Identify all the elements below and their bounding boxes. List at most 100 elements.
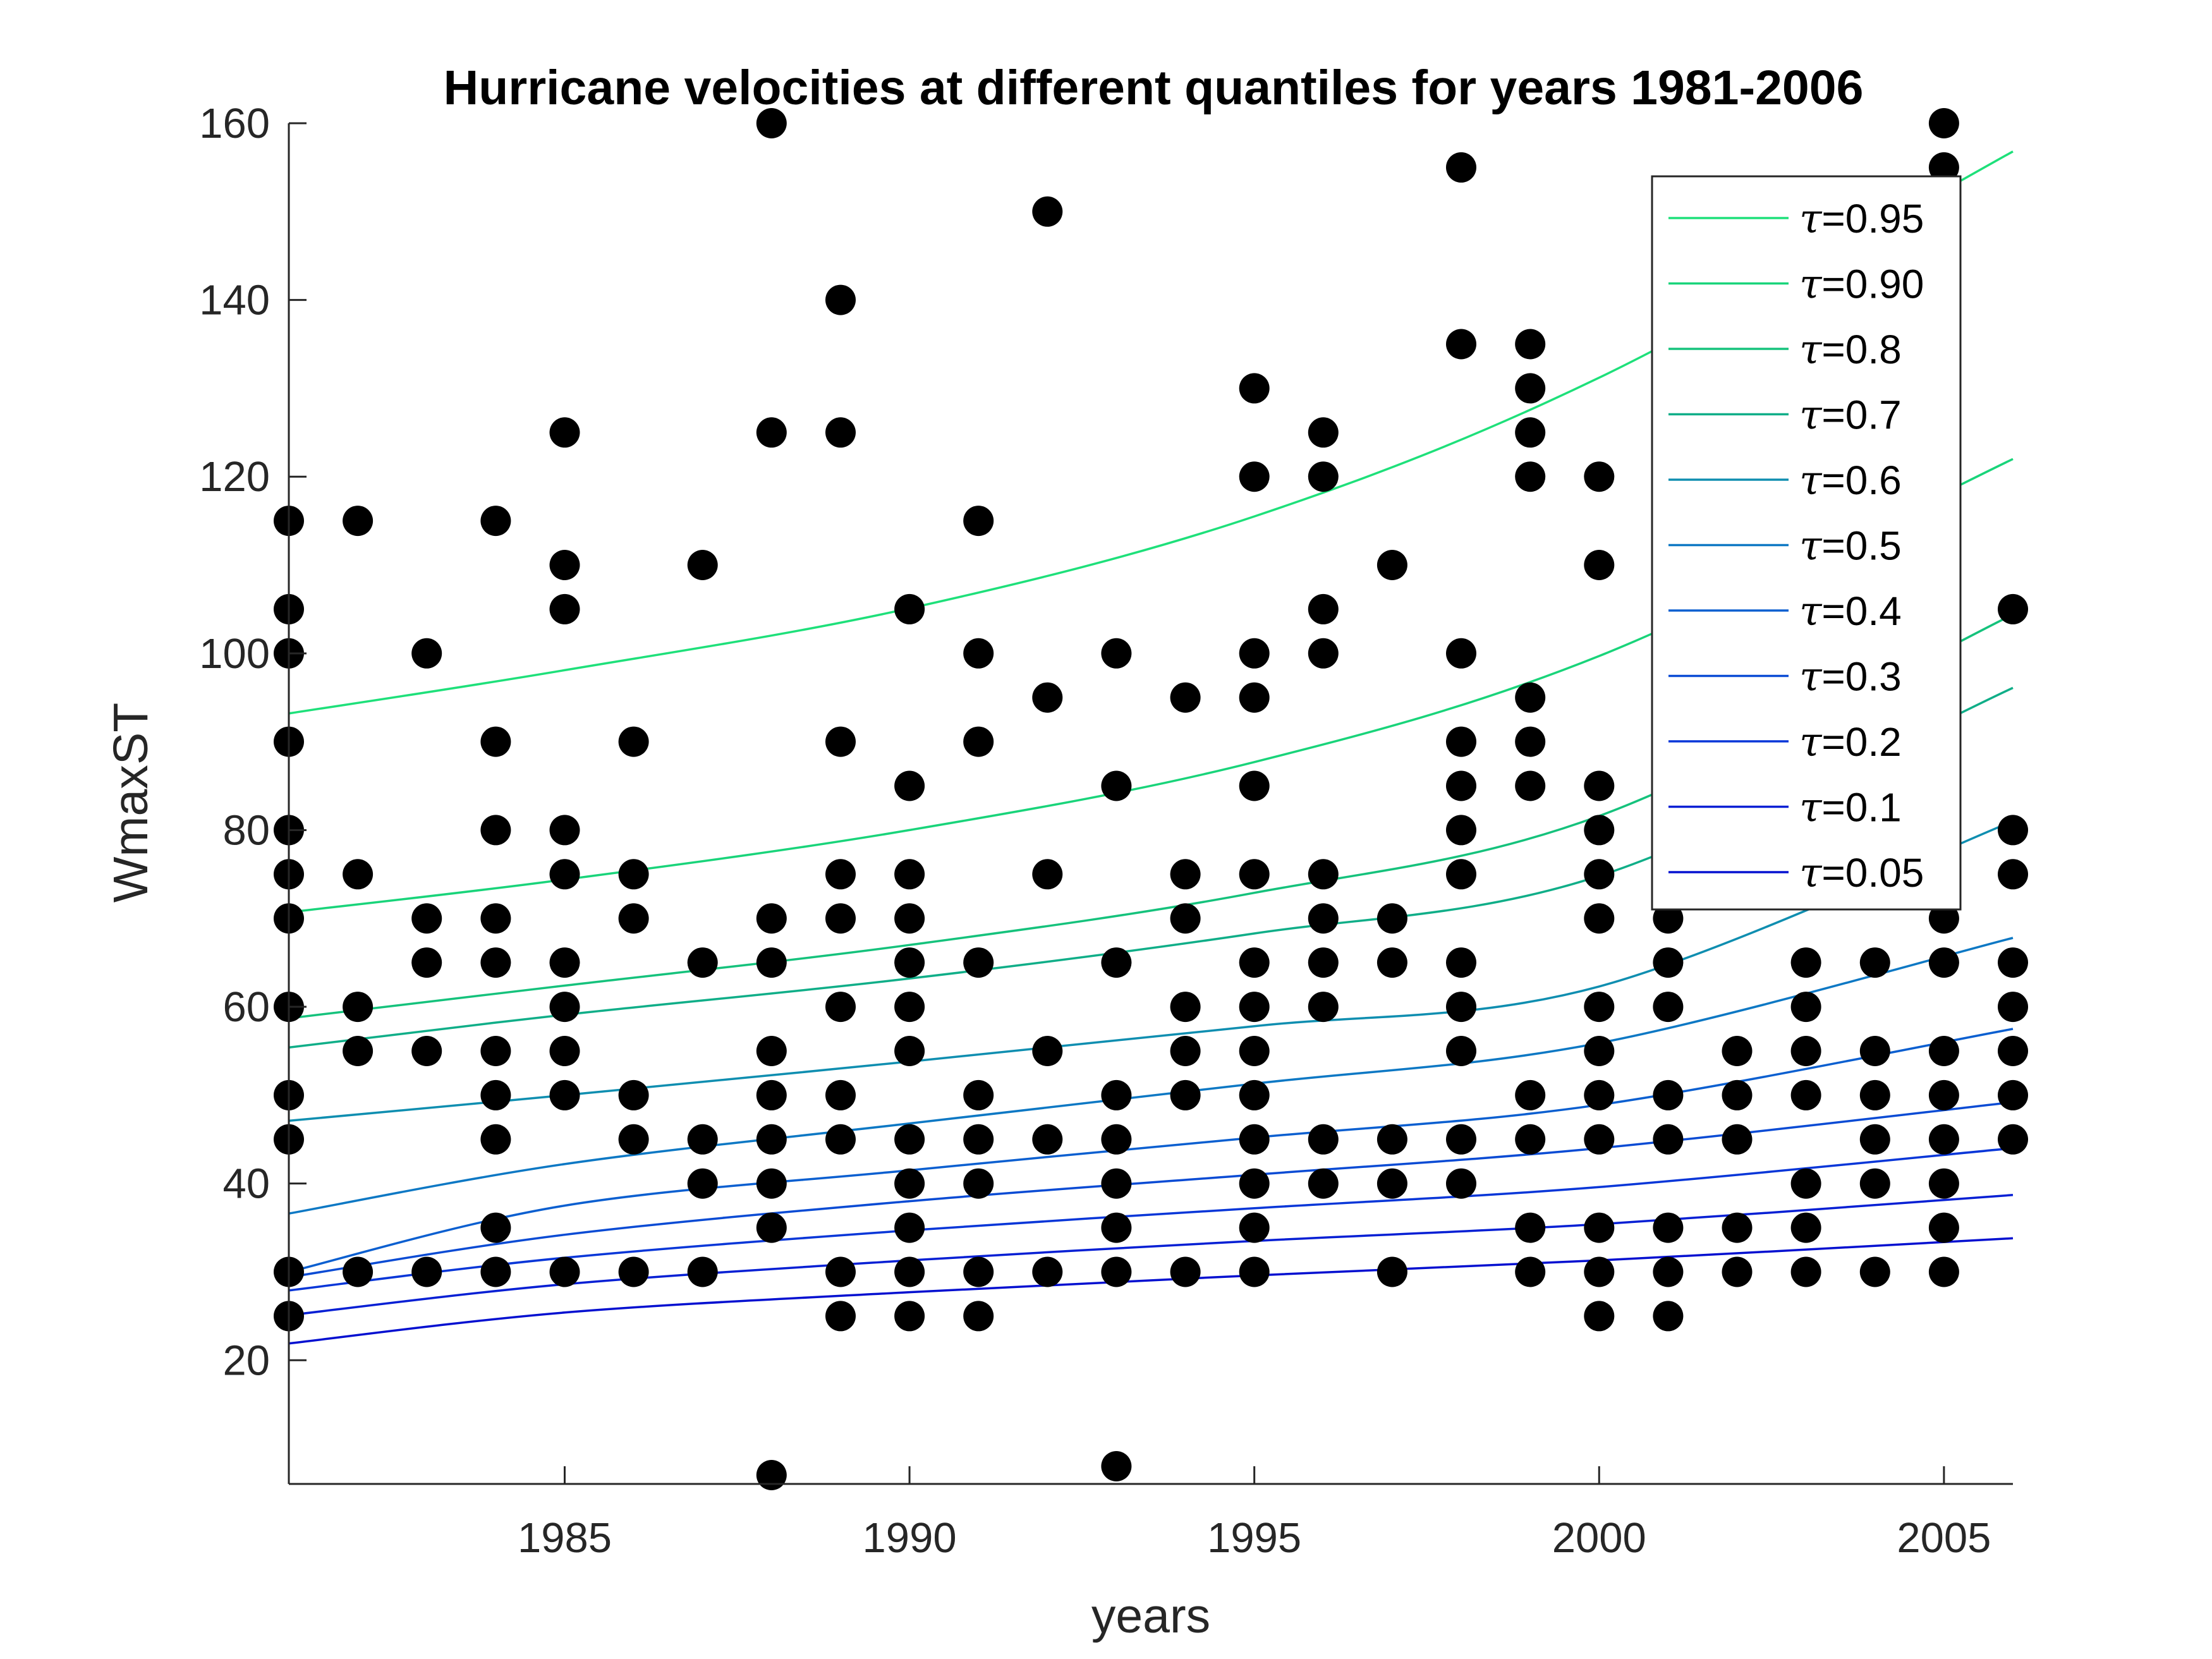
scatter-point bbox=[411, 638, 442, 669]
scatter-point bbox=[1239, 770, 1270, 801]
legend-label-4: τ=0.6 bbox=[1799, 458, 1902, 504]
scatter-point bbox=[894, 1256, 925, 1287]
scatter-point bbox=[411, 1036, 442, 1066]
scatter-point bbox=[1308, 903, 1339, 934]
scatter-point bbox=[1239, 947, 1270, 978]
scatter-point bbox=[480, 1212, 511, 1243]
scatter-point bbox=[1515, 461, 1546, 492]
scatter-point bbox=[1998, 815, 2028, 846]
scatter-point bbox=[618, 1256, 649, 1287]
scatter-point bbox=[1308, 638, 1339, 669]
y-tick-label: 80 bbox=[222, 806, 270, 854]
scatter-point bbox=[618, 859, 649, 890]
scatter-point bbox=[1998, 992, 2028, 1023]
scatter-point bbox=[1515, 329, 1546, 360]
y-tick-label: 20 bbox=[222, 1337, 270, 1384]
scatter-point bbox=[549, 1256, 580, 1287]
scatter-point bbox=[549, 992, 580, 1023]
scatter-point bbox=[1653, 992, 1684, 1023]
scatter-point bbox=[1032, 1036, 1063, 1066]
scatter-point bbox=[1239, 373, 1270, 404]
scatter-point bbox=[1859, 1036, 1890, 1066]
scatter-point bbox=[1446, 770, 1476, 801]
scatter-point bbox=[756, 947, 787, 978]
scatter-point bbox=[1376, 1256, 1407, 1287]
scatter-point bbox=[1239, 461, 1270, 492]
scatter-point bbox=[1515, 417, 1546, 448]
scatter-point bbox=[1239, 992, 1270, 1023]
scatter-point bbox=[687, 550, 718, 580]
scatter-point bbox=[1653, 903, 1684, 934]
scatter-point bbox=[411, 903, 442, 934]
scatter-point bbox=[756, 1036, 787, 1066]
scatter-point bbox=[1446, 859, 1476, 890]
legend-label-2: τ=0.8 bbox=[1799, 327, 1902, 374]
scatter-point bbox=[1101, 1256, 1132, 1287]
scatter-point bbox=[963, 1256, 994, 1287]
scatter-point bbox=[1032, 196, 1063, 227]
scatter-point bbox=[1928, 152, 1959, 183]
scatter-point bbox=[894, 770, 925, 801]
scatter-point bbox=[480, 506, 511, 537]
legend-label-6: τ=0.4 bbox=[1799, 588, 1902, 635]
scatter-point bbox=[1928, 1079, 1959, 1110]
scatter-point bbox=[1859, 1124, 1890, 1155]
scatter-points bbox=[274, 108, 2028, 1490]
scatter-point bbox=[1308, 1124, 1339, 1155]
legend-items: τ=0.95 τ=0.90 τ=0.8 τ=0.7 τ=0.6 τ=0.5 τ=0.4 τ=0… bbox=[1668, 196, 1924, 897]
scatter-point bbox=[1790, 1036, 1821, 1066]
scatter-point bbox=[480, 1036, 511, 1066]
scatter-point bbox=[687, 1124, 718, 1155]
scatter-point bbox=[1515, 1212, 1546, 1243]
scatter-point bbox=[825, 992, 856, 1023]
legend-label-8: τ=0.2 bbox=[1799, 719, 1902, 766]
scatter-point bbox=[1032, 1124, 1063, 1155]
scatter-point bbox=[480, 1079, 511, 1110]
scatter-point bbox=[411, 1256, 442, 1287]
scatter-point bbox=[825, 1079, 856, 1110]
scatter-point bbox=[825, 1124, 856, 1155]
legend-label-3: τ=0.7 bbox=[1799, 392, 1902, 439]
scatter-point bbox=[1653, 1256, 1684, 1287]
scatter-point bbox=[1239, 638, 1270, 669]
scatter-point bbox=[1515, 1124, 1546, 1155]
scatter-point bbox=[1376, 947, 1407, 978]
scatter-point bbox=[618, 1124, 649, 1155]
scatter-point bbox=[1584, 1124, 1615, 1155]
scatter-point bbox=[963, 1301, 994, 1332]
scatter-point bbox=[1308, 461, 1339, 492]
scatter-point bbox=[1928, 1036, 1959, 1066]
scatter-point bbox=[1308, 947, 1339, 978]
scatter-point bbox=[1376, 903, 1407, 934]
scatter-point bbox=[825, 726, 856, 757]
scatter-point bbox=[1653, 1124, 1684, 1155]
scatter-point bbox=[1928, 947, 1959, 978]
x-tick-label: 1990 bbox=[863, 1514, 957, 1562]
scatter-point bbox=[1859, 1168, 1890, 1199]
scatter-point bbox=[1584, 992, 1615, 1023]
scatter-point bbox=[894, 1301, 925, 1332]
scatter-point bbox=[1101, 1212, 1132, 1243]
scatter-point bbox=[343, 859, 374, 890]
scatter-point bbox=[1859, 1256, 1890, 1287]
legend-box bbox=[1651, 175, 1962, 911]
scatter-point bbox=[894, 593, 925, 624]
scatter-point bbox=[963, 638, 994, 669]
scatter-point bbox=[549, 859, 580, 890]
scatter-point bbox=[1101, 947, 1132, 978]
scatter-point bbox=[963, 1124, 994, 1155]
scatter-point bbox=[825, 1256, 856, 1287]
scatter-point bbox=[963, 1079, 994, 1110]
scatter-point bbox=[1446, 1168, 1476, 1199]
scatter-point bbox=[1446, 329, 1476, 360]
x-tick-label: 1995 bbox=[1207, 1514, 1301, 1562]
scatter-point bbox=[1584, 1212, 1615, 1243]
scatter-point bbox=[825, 903, 856, 934]
scatter-point bbox=[1998, 1124, 2028, 1155]
scatter-point bbox=[1998, 1079, 2028, 1110]
scatter-point bbox=[1515, 726, 1546, 757]
x-tick-label: 2005 bbox=[1897, 1514, 1991, 1562]
scatter-point bbox=[1584, 770, 1615, 801]
scatter-point bbox=[963, 506, 994, 537]
scatter-point bbox=[1032, 1256, 1063, 1287]
